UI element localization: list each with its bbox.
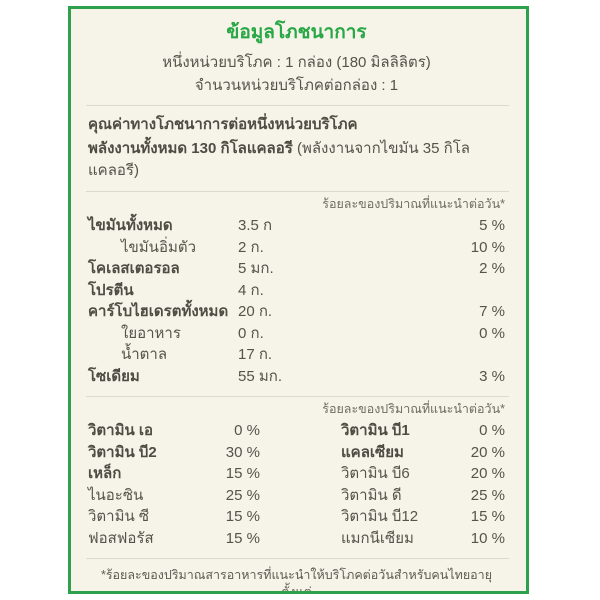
nutrient-daily-value: 0 % [479, 324, 505, 342]
column-gap [260, 506, 341, 528]
vitamin-row: เหล็ก 15 % วิตามิน บี6 20 % [88, 463, 505, 485]
servings-per-container: จำนวนหน่วยบริโภคต่อกล่อง : 1 [194, 77, 399, 94]
vitamin-row: วิตามิน เอ 0 % วิตามิน บี1 0 % [88, 420, 505, 442]
nutrient-daily-value: 5 % [479, 217, 505, 234]
footnote-line-1: *ร้อยละของปริมาณสารอาหารที่แนะนำให้บริโภ… [100, 568, 493, 594]
nutrient-row-protein: โปรตีน 4 ก. [88, 280, 505, 302]
nutrient-name: โปรตีน [88, 281, 134, 299]
nutrient-amount: 20 ก. [238, 303, 273, 320]
vitamin-row: วิตามิน บี2 30 % แคลเซียม 20 % [88, 442, 505, 464]
section-divider [86, 105, 509, 106]
vitamin-value: 20 % [470, 443, 505, 461]
vitamin-value: 0 % [479, 422, 505, 439]
nutrient-daily-value: 10 % [470, 238, 505, 256]
vitamin-name: วิตามิน บี6 [341, 465, 410, 482]
nutrient-name: ไขมันอิ่มตัว [121, 238, 196, 256]
nutrient-amount: 3.5 ก [238, 217, 273, 234]
vitamin-value: 15 % [225, 508, 260, 525]
nutrient-amount: 55 มก. [238, 367, 282, 385]
energy-from-fat: (พลังงานจากไขมัน 35 กิโลแคลอรี) [88, 140, 470, 179]
vitamin-name: วิตามิน ซี [88, 508, 150, 525]
nutrient-amount: 5 มก. [238, 260, 274, 277]
vitamin-name: วิตามิน บี1 [341, 422, 410, 439]
nutrient-amount: 0 ก. [238, 324, 264, 342]
nutrient-daily-value: 3 % [479, 367, 505, 385]
column-gap [260, 485, 341, 507]
serving-size: หนึ่งหน่วยบริโภค : 1 กล่อง (180 มิลลิลิต… [162, 54, 431, 71]
nutrient-daily-value: 7 % [479, 303, 505, 320]
vitamin-value: 30 % [225, 443, 260, 461]
nutrient-daily-value [435, 344, 505, 366]
section-divider [86, 396, 509, 397]
nutrient-row-sodium: โซเดียม 55 มก. 3 % [88, 366, 505, 388]
section-divider [86, 191, 509, 192]
vitamin-row: ฟอสฟอรัส 15 % แมกนีเซียม 10 % [88, 528, 505, 550]
section-divider [86, 558, 509, 559]
vitamin-mineral-table: วิตามิน เอ 0 % วิตามิน บี1 0 % วิตามิน บ… [88, 420, 505, 549]
column-gap [260, 463, 341, 485]
vitamin-value: 15 % [225, 465, 260, 482]
energy-total: พลังงานทั้งหมด 130 กิโลแคลอรี [88, 140, 293, 157]
daily-value-note: ร้อยละของปริมาณที่แนะนำต่อวัน* [322, 197, 505, 211]
nutrient-name: ใยอาหาร [121, 324, 181, 342]
vitamin-name: แคลเซียม [341, 443, 404, 461]
nutrient-row-sugars: น้ำตาล 17 ก. [88, 344, 505, 366]
vitamin-name: วิตามิน ดี [341, 486, 402, 504]
vitamin-value: 10 % [470, 529, 505, 547]
vitamin-value: 0 % [234, 422, 260, 439]
vitamin-value: 15 % [470, 508, 505, 525]
nutrition-summary-heading: คุณค่าทางโภชนาการต่อหนึ่งหน่วยบริโภค [88, 116, 358, 133]
nutrient-name: โคเลสเตอรอล [88, 260, 180, 277]
nutrient-row-total-carbohydrate: คาร์โบไฮเดรตทั้งหมด 20 ก. 7 % [88, 301, 505, 323]
vitamin-row: วิตามิน ซี 15 % วิตามิน บี12 15 % [88, 506, 505, 528]
vitamin-value: 15 % [225, 529, 260, 547]
nutrient-name: คาร์โบไฮเดรตทั้งหมด [88, 303, 229, 320]
vitamin-row: ไนอะซิน 25 % วิตามิน ดี 25 % [88, 485, 505, 507]
nutrition-facts-panel: ข้อมูลโภชนาการ หนึ่งหน่วยบริโภค : 1 กล่อ… [68, 6, 529, 594]
nutrition-title: ข้อมูลโภชนาการ [226, 22, 367, 43]
thai-rdi-footnote: *ร้อยละของปริมาณสารอาหารที่แนะนำให้บริโภ… [88, 567, 505, 594]
vitamin-name: วิตามิน เอ [88, 422, 154, 439]
nutrient-row-cholesterol: โคเลสเตอรอล 5 มก. 2 % [88, 258, 505, 280]
nutrient-table: ไขมันทั้งหมด 3.5 ก 5 % ไขมันอิ่มตัว 2 ก.… [88, 215, 505, 387]
column-gap [260, 442, 341, 464]
nutrient-name: โซเดียม [88, 367, 140, 385]
nutrient-daily-value [435, 280, 505, 302]
nutrient-name: ไขมันทั้งหมด [88, 217, 173, 234]
nutrient-daily-value: 2 % [479, 260, 505, 277]
vitamin-value: 25 % [470, 486, 505, 504]
vitamin-name: ไนอะซิน [88, 486, 144, 504]
vitamin-value: 20 % [470, 465, 505, 482]
nutrient-row-dietary-fiber: ใยอาหาร 0 ก. 0 % [88, 323, 505, 345]
vitamin-name: วิตามิน บี2 [88, 443, 157, 461]
nutrient-row-saturated-fat: ไขมันอิ่มตัว 2 ก. 10 % [88, 237, 505, 259]
vitamin-name: ฟอสฟอรัส [88, 529, 154, 547]
daily-value-note: ร้อยละของปริมาณที่แนะนำต่อวัน* [322, 402, 505, 416]
vitamin-name: เหล็ก [88, 465, 122, 482]
energy-line: พลังงานทั้งหมด 130 กิโลแคลอรี (พลังงานจา… [88, 138, 505, 182]
column-gap [260, 420, 341, 442]
nutrient-amount: 4 ก. [238, 281, 264, 299]
nutrient-amount: 2 ก. [238, 238, 264, 256]
nutrient-amount: 17 ก. [238, 346, 273, 363]
vitamin-name: แมกนีเซียม [341, 529, 414, 547]
vitamin-name: วิตามิน บี12 [341, 508, 419, 525]
nutrient-name: น้ำตาล [121, 346, 168, 363]
nutrient-row-total-fat: ไขมันทั้งหมด 3.5 ก 5 % [88, 215, 505, 237]
vitamin-value: 25 % [225, 486, 260, 504]
column-gap [260, 528, 341, 550]
